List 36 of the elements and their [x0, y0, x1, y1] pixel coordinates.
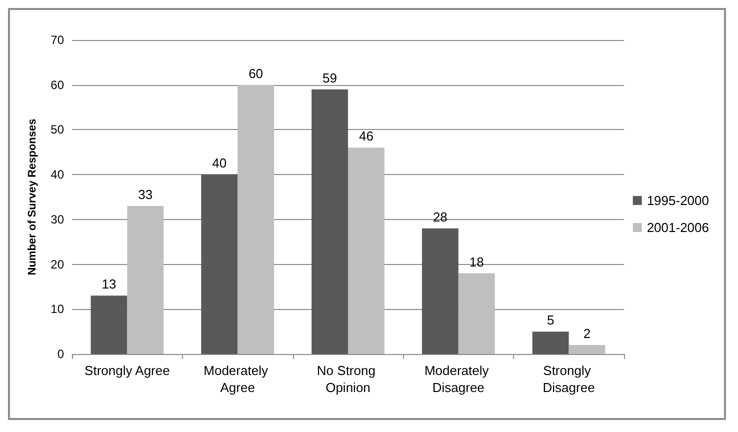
x-tick-label: Strongly Agree — [84, 363, 170, 378]
data-label: 46 — [358, 128, 374, 144]
data-label: 5 — [546, 312, 554, 328]
bar — [312, 89, 348, 354]
bar — [348, 148, 384, 354]
x-tick-label: Moderately Disagree — [424, 363, 492, 395]
y-axis-title: Number of Survey Responses — [26, 118, 38, 276]
bar — [201, 174, 238, 354]
legend-label: 2001-2006 — [646, 220, 710, 235]
data-label: 18 — [469, 254, 484, 270]
data-label: 59 — [322, 70, 338, 86]
bar — [422, 228, 458, 354]
bar — [458, 273, 495, 354]
data-label: 60 — [248, 66, 264, 81]
y-tick-label: 30 — [50, 212, 64, 226]
data-label: 13 — [102, 276, 116, 292]
y-tick-label: 40 — [50, 168, 64, 182]
y-tick-label: 0 — [57, 347, 64, 361]
y-tick-label: 60 — [50, 78, 64, 92]
bar — [127, 206, 164, 354]
x-tick-label: Strongly Disagree — [542, 363, 595, 395]
data-label: 40 — [212, 156, 227, 171]
y-tick-label: 70 — [50, 33, 64, 47]
bar — [532, 332, 569, 354]
y-tick-label: 20 — [50, 257, 64, 272]
y-tick-label: 10 — [50, 302, 64, 316]
legend-label: 1995-2000 — [646, 193, 710, 208]
bar — [568, 345, 606, 354]
y-tick-label: 50 — [50, 122, 64, 137]
x-tick-label: No Strong Opinion — [316, 363, 380, 395]
x-tick-label: Moderately Agree — [204, 363, 272, 395]
data-label: 2 — [583, 326, 591, 342]
data-label: 33 — [138, 186, 153, 202]
bar — [238, 84, 274, 354]
data-label: 28 — [432, 209, 448, 224]
bar — [90, 296, 128, 354]
